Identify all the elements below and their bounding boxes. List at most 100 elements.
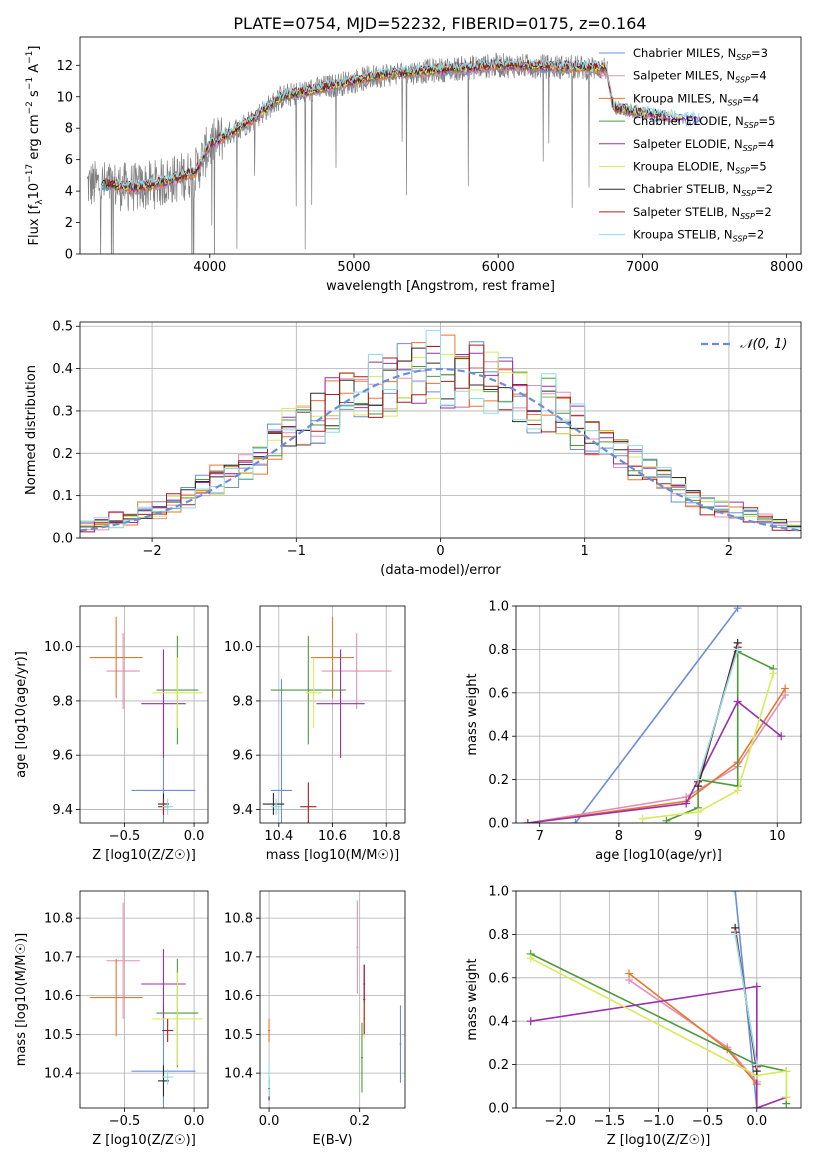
y-tick-label: 0.0 [488, 1102, 509, 1117]
plot-area [80, 330, 801, 538]
weight-marker [752, 1060, 761, 1069]
weight-marker [571, 819, 580, 823]
weight-marker [781, 684, 790, 693]
histogram-series [80, 330, 801, 538]
plot-area [89, 902, 203, 1108]
x-tick-label: 0.0 [259, 1114, 280, 1129]
weight-marker [694, 775, 703, 784]
y-axis-label: age [log10(age/yr)] [14, 651, 29, 778]
y-tick-label: 12 [56, 59, 73, 74]
plot-area [523, 606, 790, 823]
x-tick-label: 7 [536, 829, 544, 844]
x-tick-label: 0.0 [184, 829, 205, 844]
x-tick-label: −1.0 [643, 1114, 675, 1129]
weight-marker [733, 786, 742, 795]
y-tick-label: 0.2 [52, 447, 73, 462]
weight-series-line [574, 607, 739, 823]
y-axis-label: mass weight [465, 673, 480, 755]
y-tick-label: 10.4 [224, 1067, 253, 1082]
y-tick-label: 9.6 [52, 749, 73, 764]
weight-marker [638, 814, 647, 823]
y-tick-label: 0.6 [488, 971, 509, 986]
legend-entry: Salpeter ELODIE, NSSP=4 [633, 137, 774, 153]
y-tick-label: 9.8 [232, 694, 253, 709]
weight-marker [752, 1104, 761, 1108]
x-tick-label: −0.5 [109, 1114, 141, 1129]
y-tick-label: 1.0 [488, 885, 509, 900]
weight-marker [733, 606, 742, 613]
y-axis-label: Normed distribution [24, 365, 39, 495]
y-axis-label: Flux [fλ10−17 erg cm−2 s−1 A−1] [25, 46, 45, 246]
y-tick-label: 0.4 [488, 730, 509, 745]
y-axis-label: mass [log10(M/M☉)] [14, 933, 29, 1066]
x-tick-label: 0.0 [746, 1114, 767, 1129]
x-tick-label: 7000 [626, 260, 659, 275]
weight-marker [682, 799, 691, 808]
weight-marker [731, 930, 740, 939]
spectrum-legend: Chabrier MILES, NSSP=3 Salpeter MILES, NS… [599, 46, 775, 244]
panel-spectrum: 4000 5000 6000 7000 8000 0 2 4 6 8 10 12 wavelength … [25, 36, 803, 294]
weight-series-line [530, 957, 788, 1098]
y-tick-label: 9.4 [52, 803, 73, 818]
plot-area [89, 616, 203, 823]
y-tick-label: 10.8 [44, 912, 73, 927]
y-tick-label: 4 [65, 185, 73, 200]
y-tick-label: 0.4 [52, 362, 73, 377]
y-tick-label: 0.8 [488, 928, 509, 943]
weight-series-line [697, 649, 739, 780]
x-tick-label: 8000 [770, 260, 803, 275]
panel-mass-vs-z: −0.5 0.0 10.4 10.5 10.6 10.7 10.8 Z [log10(Z/Z☉… [14, 890, 209, 1148]
spectrum-model-line [106, 58, 649, 190]
y-tick-label: 9.6 [232, 749, 253, 764]
x-tick-label: 10.4 [264, 829, 293, 844]
y-tick-label: 8 [65, 122, 73, 137]
x-axis-label: Z [log10(Z/Z☉)] [607, 1133, 711, 1148]
weight-marker [526, 1017, 535, 1026]
weight-marker [625, 969, 634, 978]
x-tick-label: 1 [581, 544, 589, 559]
x-axis-label: Z [log10(Z/Z☉)] [92, 1133, 196, 1148]
plot-area [268, 900, 402, 1101]
x-tick-label: 10 [769, 829, 786, 844]
y-tick-label: 0.5 [52, 320, 73, 335]
weight-series-line [666, 650, 774, 822]
weight-series-line [530, 985, 787, 1108]
y-tick-label: 10.0 [224, 640, 253, 655]
plot-area [526, 891, 791, 1108]
y-tick-label: 10 [56, 90, 73, 105]
y-tick-label: 9.4 [232, 803, 253, 818]
panel-age-vs-mass: 10.4 10.6 10.8 9.4 9.6 9.8 10.0 mass [log10(M/M… [224, 605, 406, 863]
weight-marker [731, 891, 740, 895]
weight-marker [777, 732, 786, 741]
x-tick-label: 8 [615, 829, 623, 844]
weight-marker [752, 982, 761, 991]
y-tick-label: 10.4 [44, 1067, 73, 1082]
x-tick-label: 5000 [337, 260, 370, 275]
x-tick-label: −0.5 [692, 1114, 724, 1129]
x-tick-label: −1 [287, 544, 306, 559]
y-tick-label: 1.0 [488, 600, 509, 615]
weight-marker [782, 1067, 791, 1076]
x-tick-label: 10.6 [318, 829, 347, 844]
plot-area [86, 52, 701, 254]
weight-marker [523, 819, 532, 823]
panel-age-vs-z: −0.5 0.0 9.4 9.6 9.8 10.0 Z [log10(Z/Z☉)] age [… [14, 605, 209, 863]
y-tick-label: 10.5 [224, 1028, 253, 1043]
legend-entry: Kroupa STELIB, NSSP=2 [633, 228, 764, 244]
x-tick-label: 4000 [193, 260, 226, 275]
y-tick-label: 0.0 [488, 817, 509, 832]
y-tick-label: 10.7 [44, 950, 73, 965]
x-tick-label: −2 [143, 544, 162, 559]
weight-marker [769, 669, 778, 678]
x-tick-label: 9 [694, 829, 702, 844]
weight-series-line [734, 934, 758, 1065]
weight-marker [526, 954, 535, 963]
x-tick-label: −1.5 [594, 1114, 626, 1129]
spectrum-model-line [112, 57, 700, 190]
legend-entry: Salpeter STELIB, NSSP=2 [633, 205, 772, 221]
figure-title: PLATE=0754, MJD=52232, FIBERID=0175, z=0… [233, 14, 646, 33]
x-tick-label: 0 [436, 544, 444, 559]
x-tick-label: −0.5 [109, 829, 141, 844]
x-tick-label: −2.0 [544, 1114, 576, 1129]
